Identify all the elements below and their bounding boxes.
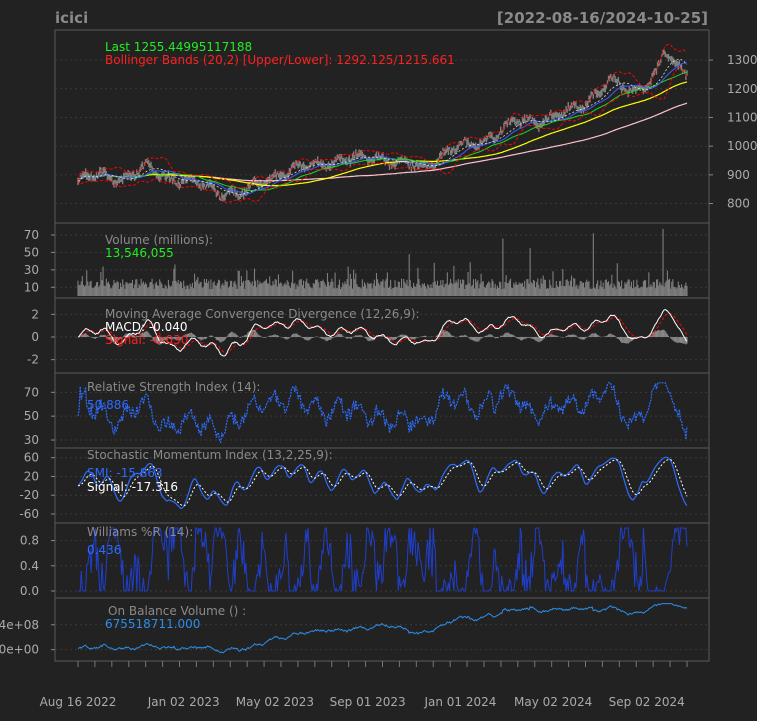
smi-label: Stochastic Momentum Index (13,2,25,9):	[87, 448, 333, 462]
y-tick-label-macd: 2	[31, 307, 39, 321]
y-tick-label-volume: 50	[24, 245, 39, 259]
y-tick-label-macd: 0	[31, 330, 39, 344]
y-tick-label-rsi: 70	[24, 385, 39, 399]
williams-r-line	[78, 526, 688, 593]
x-tick-label: Aug 16 2022	[40, 695, 117, 709]
wpr-label: Williams %R (14):	[87, 525, 193, 539]
y-tick-label-price: 900	[727, 168, 750, 182]
x-tick-label: Jan 01 2024	[423, 695, 496, 709]
y-tick-label-smi: 20	[24, 469, 39, 483]
y-tick-label-volume: 10	[24, 280, 39, 294]
sma-mid-line	[77, 71, 688, 192]
panels: 800900100011001200130010305070-202305070…	[0, 29, 757, 662]
y-tick-label-macd: -2	[27, 353, 39, 367]
y-tick-label-wpr: 0.8	[20, 534, 39, 548]
y-tick-label-wpr: 0.4	[20, 559, 39, 573]
bband-mid-line	[77, 58, 688, 195]
smi-value: SMI: -15.863	[87, 466, 163, 480]
y-tick-label-smi: 60	[24, 451, 39, 465]
y-tick-label-price: 1000	[727, 139, 757, 153]
y-tick-label-price: 800	[727, 197, 750, 211]
y-tick-label-obv: 0e+00	[0, 643, 39, 657]
y-tick-label-rsi: 50	[24, 409, 39, 423]
macd-signal-value: Signal: -0.030	[105, 333, 188, 347]
volume-label: Volume (millions):	[105, 233, 213, 247]
y-tick-label-smi: -60	[19, 507, 39, 521]
obv-value: 675518711.000	[105, 617, 200, 631]
smi-signal-value: Signal: -17.316	[87, 480, 178, 494]
y-tick-label-price: 1200	[727, 82, 757, 96]
smi-signal-line	[77, 458, 688, 507]
macd-signal-line	[77, 313, 688, 354]
price-last-label: Last 1255.44995117188	[105, 40, 252, 54]
y-tick-label-price: 1100	[727, 110, 757, 124]
rsi-value: 50.886	[87, 398, 129, 412]
y-tick-label-smi: -20	[19, 488, 39, 502]
obv-label: On Balance Volume () :	[108, 604, 246, 618]
macd-line	[77, 309, 688, 357]
date-range: [2022-08-16/2024-10-25]	[497, 9, 708, 27]
bband-lower-line	[77, 66, 688, 203]
y-tick-label-volume: 70	[24, 228, 39, 242]
obv-line	[77, 603, 688, 654]
y-tick-label-rsi: 30	[24, 433, 39, 447]
y-tick-label-obv: 4e+08	[0, 618, 39, 632]
y-tick-label-price: 1300	[727, 53, 757, 67]
y-tick-label-volume: 30	[24, 263, 39, 277]
x-axis: Aug 16 2022 Jan 02 2023 May 02 2023 Sep 01 …	[40, 660, 709, 709]
y-tick-label-wpr: 0.0	[20, 584, 39, 598]
x-tick-label: May 02 2024	[514, 695, 592, 709]
volume-value: 13,546,055	[105, 246, 174, 260]
bband-upper-line	[77, 43, 688, 189]
smi-line	[77, 456, 688, 510]
bbands-label: Bollinger Bands (20,2) [Upper/Lower]: 12…	[105, 53, 455, 67]
x-tick-label: Sep 01 2023	[330, 695, 406, 709]
x-tick-label: Sep 02 2024	[609, 695, 685, 709]
chart-title: icici	[55, 9, 88, 27]
x-tick-label: Jan 02 2023	[147, 695, 220, 709]
macd-label: Moving Average Convergence Divergence (1…	[105, 307, 420, 321]
rsi-line	[77, 382, 688, 444]
macd-value: MACD: -0.040	[105, 320, 188, 334]
sma-fast-line	[77, 62, 688, 195]
x-tick-label: May 02 2023	[236, 695, 314, 709]
wpr-value: 0.436	[87, 543, 121, 557]
rsi-label: Relative Strength Index (14):	[87, 380, 260, 394]
